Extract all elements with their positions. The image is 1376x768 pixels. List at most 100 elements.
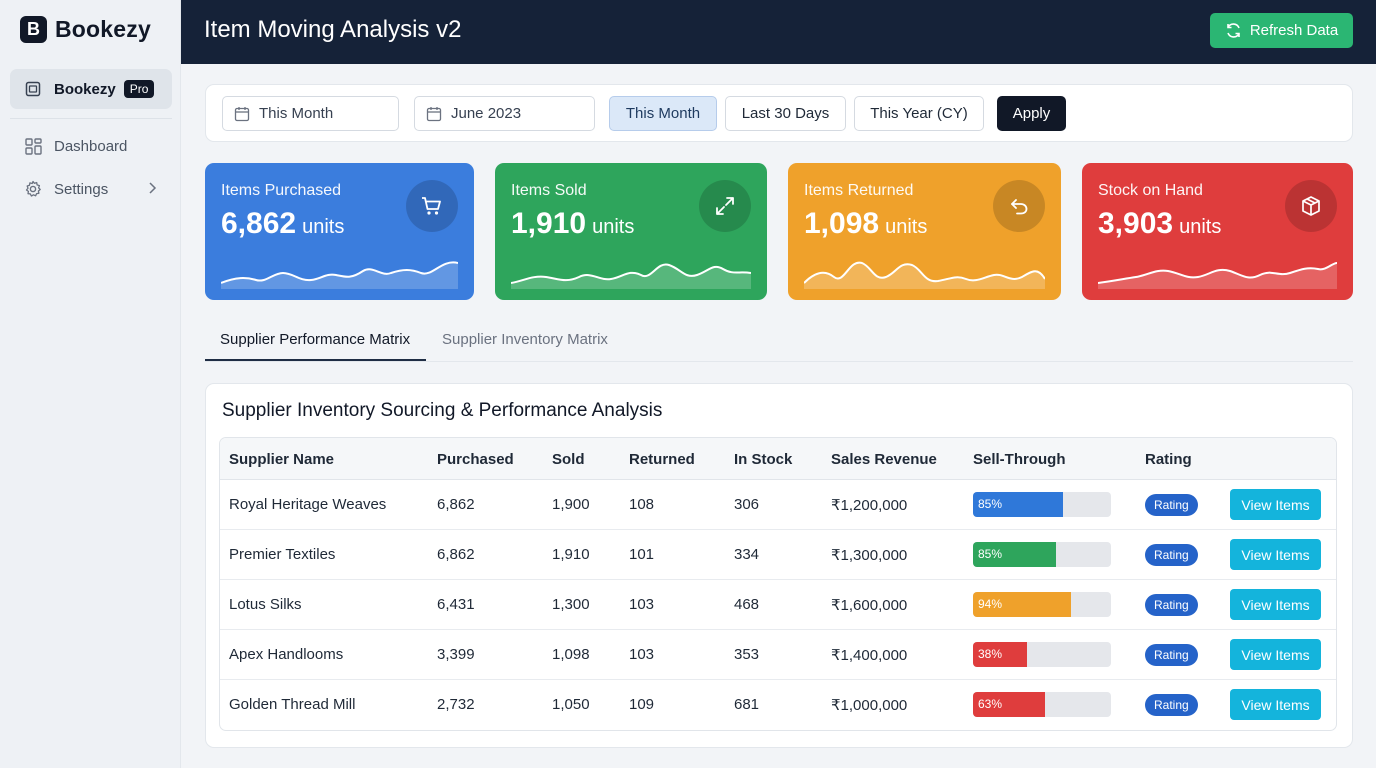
sidebar-item-bookezy-pro[interactable]: Bookezy Pro bbox=[10, 69, 172, 109]
period-select[interactable]: This Month bbox=[222, 96, 399, 131]
brand-logo-icon: B bbox=[20, 16, 47, 43]
sparkline-returned bbox=[804, 261, 1045, 289]
sales-revenue-cell: ₹1,400,000 bbox=[831, 647, 908, 664]
view-items-button[interactable]: View Items bbox=[1230, 489, 1321, 520]
in-stock-cell: 353 bbox=[734, 646, 760, 663]
stat-label: Items Returned bbox=[804, 182, 914, 199]
sold-cell: 1,300 bbox=[552, 596, 590, 613]
sold-cell: 1,098 bbox=[552, 646, 590, 663]
stat-label: Stock on Hand bbox=[1098, 182, 1203, 199]
rating-badge[interactable]: Rating bbox=[1145, 644, 1198, 666]
stat-card-stock-on-hand: Stock on Hand 3,903 units bbox=[1082, 163, 1353, 300]
purchased-cell: 6,862 bbox=[437, 546, 475, 563]
preset-this-year-button[interactable]: This Year (CY) bbox=[854, 96, 984, 131]
sales-revenue-cell: ₹1,300,000 bbox=[831, 547, 908, 564]
refresh-data-label: Refresh Data bbox=[1249, 22, 1339, 39]
column-header-returned[interactable]: Returned bbox=[629, 451, 695, 468]
sell-through-value: 38% bbox=[978, 647, 1003, 661]
refresh-data-button[interactable]: Refresh Data bbox=[1210, 13, 1353, 48]
stat-unit: units bbox=[302, 216, 345, 238]
column-header-supplier-name[interactable]: Supplier Name bbox=[229, 451, 335, 468]
view-items-button[interactable]: View Items bbox=[1230, 639, 1321, 670]
stat-unit: units bbox=[592, 216, 635, 238]
sidebar-item-dashboard[interactable]: Dashboard bbox=[10, 128, 172, 164]
sold-cell: 1,050 bbox=[552, 696, 590, 713]
table-header: Supplier Name Purchased Sold Returned In… bbox=[220, 438, 1336, 480]
sidebar-divider bbox=[10, 118, 172, 119]
column-header-sold[interactable]: Sold bbox=[552, 451, 585, 468]
rating-badge[interactable]: Rating bbox=[1145, 544, 1198, 566]
sold-cell: 1,910 bbox=[552, 546, 590, 563]
column-header-purchased[interactable]: Purchased bbox=[437, 451, 514, 468]
rating-badge[interactable]: Rating bbox=[1145, 694, 1198, 716]
supplier-name-cell: Apex Handlooms bbox=[229, 646, 344, 663]
stat-value: 6,862 units bbox=[221, 207, 344, 241]
returned-cell: 109 bbox=[629, 696, 655, 713]
stat-card-items-purchased: Items Purchased 6,862 units bbox=[205, 163, 474, 300]
tab-supplier-inventory-matrix[interactable]: Supplier Inventory Matrix bbox=[442, 331, 608, 348]
tab-supplier-performance-matrix[interactable]: Supplier Performance Matrix bbox=[220, 331, 411, 348]
image-icon bbox=[24, 80, 42, 98]
month-picker[interactable]: June 2023 bbox=[414, 96, 595, 131]
sell-through-progress: 94% bbox=[973, 592, 1111, 617]
sell-through-bar-fill bbox=[973, 642, 1027, 667]
sparkline-purchased bbox=[221, 261, 458, 289]
in-stock-cell: 334 bbox=[734, 546, 760, 563]
sell-through-bar-fill bbox=[973, 692, 1045, 717]
sidebar-item-label: Bookezy bbox=[54, 80, 116, 98]
purchased-cell: 2,732 bbox=[437, 696, 475, 713]
sold-cell: 1,900 bbox=[552, 496, 590, 513]
view-items-button[interactable]: View Items bbox=[1230, 689, 1321, 720]
table-row: Lotus Silks 6,431 1,300 103 468 ₹1,600,0… bbox=[220, 580, 1336, 630]
gear-icon bbox=[24, 180, 42, 198]
in-stock-cell: 306 bbox=[734, 496, 760, 513]
sell-through-progress: 63% bbox=[973, 692, 1111, 717]
rating-badge[interactable]: Rating bbox=[1145, 494, 1198, 516]
preset-this-month-button[interactable]: This Month bbox=[609, 96, 717, 131]
rating-badge[interactable]: Rating bbox=[1145, 594, 1198, 616]
stat-label: Items Purchased bbox=[221, 182, 342, 199]
sidebar-item-settings[interactable]: Settings bbox=[10, 171, 172, 207]
sell-through-bar-fill bbox=[973, 492, 1063, 517]
sell-through-progress: 38% bbox=[973, 642, 1111, 667]
cart-icon bbox=[406, 180, 458, 232]
period-value: This Month bbox=[259, 105, 334, 122]
returned-cell: 108 bbox=[629, 496, 655, 513]
stat-value: 3,903 units bbox=[1098, 207, 1221, 241]
sell-through-progress: 85% bbox=[973, 542, 1111, 567]
expand-arrows-icon bbox=[699, 180, 751, 232]
stat-number: 3,903 bbox=[1098, 207, 1174, 240]
column-header-sales-revenue[interactable]: Sales Revenue bbox=[831, 451, 937, 468]
stat-number: 1,098 bbox=[804, 207, 880, 240]
stat-value: 1,098 units bbox=[804, 207, 927, 241]
sales-revenue-cell: ₹1,200,000 bbox=[831, 497, 908, 514]
view-items-button[interactable]: View Items bbox=[1230, 589, 1321, 620]
sidebar-item-label: Settings bbox=[54, 180, 109, 198]
stat-card-items-returned: Items Returned 1,098 units bbox=[788, 163, 1061, 300]
sell-through-progress: 85% bbox=[973, 492, 1111, 517]
calendar-icon bbox=[425, 105, 443, 123]
brand[interactable]: B Bookezy bbox=[20, 16, 151, 43]
column-header-in-stock[interactable]: In Stock bbox=[734, 451, 793, 468]
supplier-name-cell: Premier Textiles bbox=[229, 546, 336, 563]
pro-badge: Pro bbox=[123, 80, 155, 98]
column-header-sell-through[interactable]: Sell-Through bbox=[973, 451, 1066, 468]
sparkline-sold bbox=[511, 263, 751, 289]
preset-last-30-days-button[interactable]: Last 30 Days bbox=[725, 96, 846, 131]
active-tab-indicator bbox=[205, 359, 426, 361]
box-icon bbox=[1285, 180, 1337, 232]
table-row: Royal Heritage Weaves 6,862 1,900 108 30… bbox=[220, 480, 1336, 530]
sell-through-value: 94% bbox=[978, 597, 1003, 611]
column-header-rating[interactable]: Rating bbox=[1145, 451, 1192, 468]
undo-icon bbox=[993, 180, 1045, 232]
calendar-icon bbox=[233, 105, 251, 123]
purchased-cell: 3,399 bbox=[437, 646, 475, 663]
sell-through-bar-fill bbox=[973, 592, 1071, 617]
view-items-button[interactable]: View Items bbox=[1230, 539, 1321, 570]
apply-button[interactable]: Apply bbox=[997, 96, 1066, 131]
supplier-analysis-card: Supplier Inventory Sourcing & Performanc… bbox=[205, 383, 1353, 748]
chevron-right-icon bbox=[146, 181, 158, 199]
in-stock-cell: 468 bbox=[734, 596, 760, 613]
returned-cell: 103 bbox=[629, 646, 655, 663]
table-row: Premier Textiles 6,862 1,910 101 334 ₹1,… bbox=[220, 530, 1336, 580]
